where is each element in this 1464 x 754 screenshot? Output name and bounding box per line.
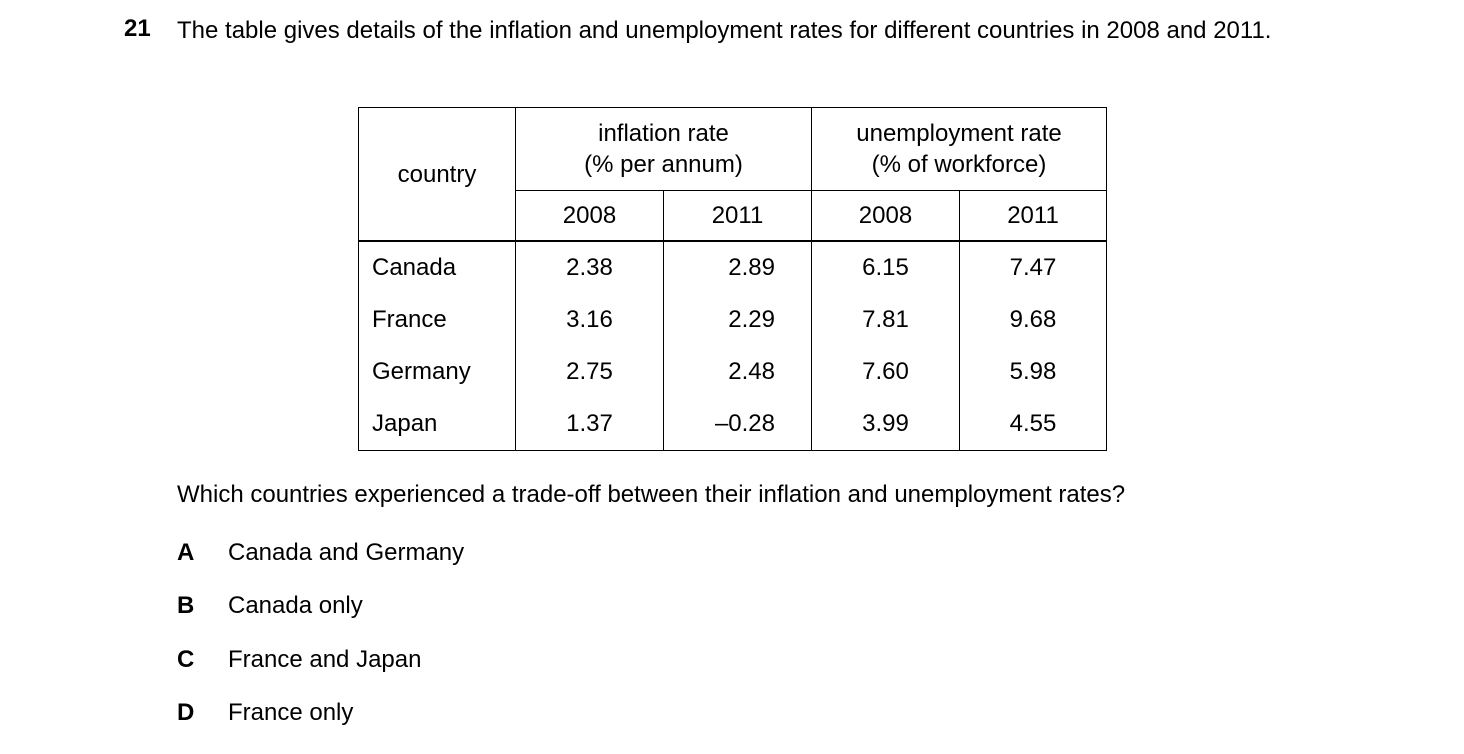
value-cell: 9.68: [959, 294, 1107, 346]
value-cell: 7.81: [811, 294, 960, 346]
header-row: 2008 2011 2008 2011: [359, 190, 1107, 242]
value-cell: –0.28: [663, 398, 812, 451]
option-text: Canada and Germany: [228, 539, 465, 566]
option: B Canada only: [177, 592, 363, 620]
value-cell: 7.60: [811, 346, 960, 398]
header-cell: 2008: [515, 190, 664, 242]
option-letter: D: [177, 699, 195, 726]
value-cell: 4.55: [959, 398, 1107, 451]
table-row: France 3.16 2.29 7.81 9.68: [358, 294, 1107, 346]
question-number: 21: [124, 15, 151, 42]
option: C France and Japan: [177, 646, 421, 674]
header-text: country: [397, 160, 477, 188]
question-text: The table gives details of the inflation…: [177, 17, 1272, 44]
header-cell: country: [358, 107, 516, 242]
value-cell: 2.48: [663, 346, 812, 398]
option-text: France and Japan: [228, 646, 422, 673]
value-cell: 2.75: [515, 346, 664, 398]
value-cell: 2.29: [663, 294, 812, 346]
value-cell: 7.47: [959, 241, 1107, 294]
data-table: country inflation rate (% per annum) unem…: [358, 107, 1107, 451]
header-text: unemployment rate: [856, 120, 1062, 147]
country-cell: Germany: [358, 346, 516, 398]
table-row: Germany 2.75 2.48 7.60 5.98: [358, 346, 1107, 398]
header-cell: unemployment rate (% of workforce): [811, 107, 1107, 191]
value-cell: 2.89: [663, 241, 812, 294]
header-cell: 2011: [663, 190, 812, 242]
header-text: (% of workforce): [871, 151, 1047, 178]
option-letter: C: [177, 646, 195, 673]
option-letter: B: [177, 592, 195, 619]
value-cell: 3.99: [811, 398, 960, 451]
value-cell: 3.16: [515, 294, 664, 346]
option: A Canada and Germany: [177, 539, 464, 567]
prompt: Which countries experienced a trade-off …: [177, 481, 1126, 508]
country-cell: Japan: [358, 398, 516, 451]
header-row: country inflation rate (% per annum) unem…: [358, 107, 1107, 242]
header-text: (% per annum): [584, 151, 743, 178]
value-cell: 2.38: [515, 241, 664, 294]
country-cell: France: [358, 294, 516, 346]
header-cell: 2011: [959, 190, 1107, 242]
header-cell: 2008: [811, 190, 960, 242]
value-cell: 6.15: [811, 241, 960, 294]
country-cell: Canada: [358, 241, 516, 294]
header-text: inflation rate: [598, 120, 729, 147]
table-row: Japan 1.37 –0.28 3.99 4.55: [358, 398, 1107, 451]
table-row: Canada 2.38 2.89 6.15 7.47: [358, 241, 1107, 294]
header-cell: inflation rate (% per annum): [515, 107, 812, 191]
option-letter: A: [177, 539, 195, 566]
option-text: France only: [228, 699, 354, 726]
option: D France only: [177, 699, 353, 727]
option-text: Canada only: [228, 592, 363, 619]
value-cell: 5.98: [959, 346, 1107, 398]
value-cell: 1.37: [515, 398, 664, 451]
